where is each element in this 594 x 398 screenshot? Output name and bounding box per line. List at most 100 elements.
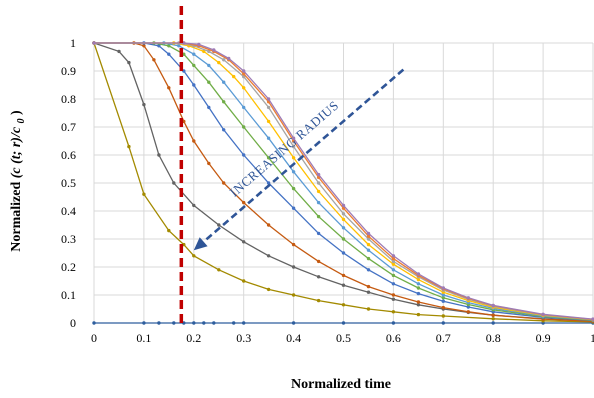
data-point <box>391 259 396 264</box>
data-point <box>92 321 96 325</box>
y-tick-label: 0.2 <box>61 260 76 274</box>
data-point <box>316 231 321 236</box>
data-point <box>266 223 271 227</box>
y-axis-label-sub: 0 <box>16 118 27 123</box>
y-axis-label-close: ) <box>9 110 24 115</box>
data-point <box>391 273 396 278</box>
data-point <box>266 97 271 101</box>
y-tick-label: 0.5 <box>61 176 76 190</box>
data-point <box>291 293 296 297</box>
series-line <box>94 42 594 321</box>
data-point <box>416 277 421 282</box>
data-point <box>491 317 495 321</box>
data-point <box>142 44 146 48</box>
data-point <box>341 303 346 307</box>
series-5 <box>92 41 594 322</box>
data-point <box>202 49 206 54</box>
data-point <box>366 290 371 294</box>
data-point <box>142 102 146 107</box>
data-point <box>217 223 221 227</box>
data-point <box>366 248 371 252</box>
data-point <box>416 312 421 317</box>
data-point <box>316 200 321 205</box>
data-point <box>266 119 271 124</box>
data-point <box>316 172 321 177</box>
data-point <box>541 312 545 316</box>
data-point <box>316 181 321 185</box>
data-point <box>491 303 495 308</box>
data-point <box>192 52 196 56</box>
data-point <box>172 321 176 325</box>
data-point <box>366 242 371 247</box>
data-point <box>222 100 226 104</box>
data-point <box>212 48 216 52</box>
data-point <box>266 254 271 258</box>
data-point <box>227 56 231 61</box>
x-tick-label: 1 <box>590 331 594 345</box>
data-point <box>391 256 396 261</box>
data-point <box>242 72 246 76</box>
data-point <box>441 299 445 303</box>
data-point <box>341 283 346 287</box>
data-point <box>391 310 396 314</box>
data-point <box>242 69 246 73</box>
x-tick-label: 0 <box>91 331 97 345</box>
data-point <box>92 41 96 45</box>
data-point <box>291 144 296 149</box>
y-axis-label: Normalized (c (t; r)/c 0 ) <box>9 110 28 252</box>
series-4 <box>92 41 594 323</box>
data-point <box>232 321 236 325</box>
data-point <box>167 44 171 48</box>
data-point <box>466 305 470 309</box>
data-point <box>192 254 196 258</box>
series-line <box>94 42 594 322</box>
data-point <box>207 80 211 84</box>
series-line <box>94 42 594 321</box>
annotation-layer: INCREASING RADIUS <box>179 6 405 323</box>
y-tick-label: 0.8 <box>61 92 76 106</box>
x-tick-label: 0.6 <box>386 331 401 345</box>
data-point <box>466 296 470 300</box>
data-point <box>291 170 296 174</box>
data-point <box>192 63 196 68</box>
x-tick-label: 0.5 <box>336 331 351 345</box>
x-tick-label: 0.8 <box>486 331 501 345</box>
data-point <box>192 139 196 143</box>
y-tick-label: 0.6 <box>61 148 76 162</box>
data-point <box>416 282 421 286</box>
data-point <box>157 44 161 48</box>
series-0 <box>92 321 594 325</box>
data-point <box>242 200 246 205</box>
data-point <box>266 136 271 140</box>
increasing-radius-arrow-head <box>193 237 208 251</box>
x-tick-label: 0.1 <box>136 331 151 345</box>
data-point <box>192 321 196 325</box>
data-point <box>441 314 445 318</box>
data-point <box>242 153 246 157</box>
x-tick-label: 0.7 <box>436 331 451 345</box>
data-point <box>416 291 421 296</box>
data-point <box>416 286 421 290</box>
y-tick-label: 0.1 <box>61 288 76 302</box>
data-point <box>341 321 346 325</box>
data-point <box>222 128 226 132</box>
data-point <box>291 321 296 325</box>
data-point <box>242 279 246 283</box>
data-point <box>207 105 211 110</box>
data-point <box>366 307 371 311</box>
data-point <box>291 242 296 247</box>
data-point <box>341 206 346 210</box>
data-point <box>416 300 421 304</box>
data-point <box>341 237 346 241</box>
data-point <box>391 268 396 272</box>
data-point <box>391 321 396 325</box>
data-point <box>207 161 211 166</box>
data-point <box>391 282 396 286</box>
series-layer <box>92 41 594 325</box>
data-point <box>441 296 445 300</box>
data-point <box>466 310 470 314</box>
data-point <box>341 251 346 255</box>
data-point <box>316 275 321 279</box>
data-point <box>391 297 396 301</box>
